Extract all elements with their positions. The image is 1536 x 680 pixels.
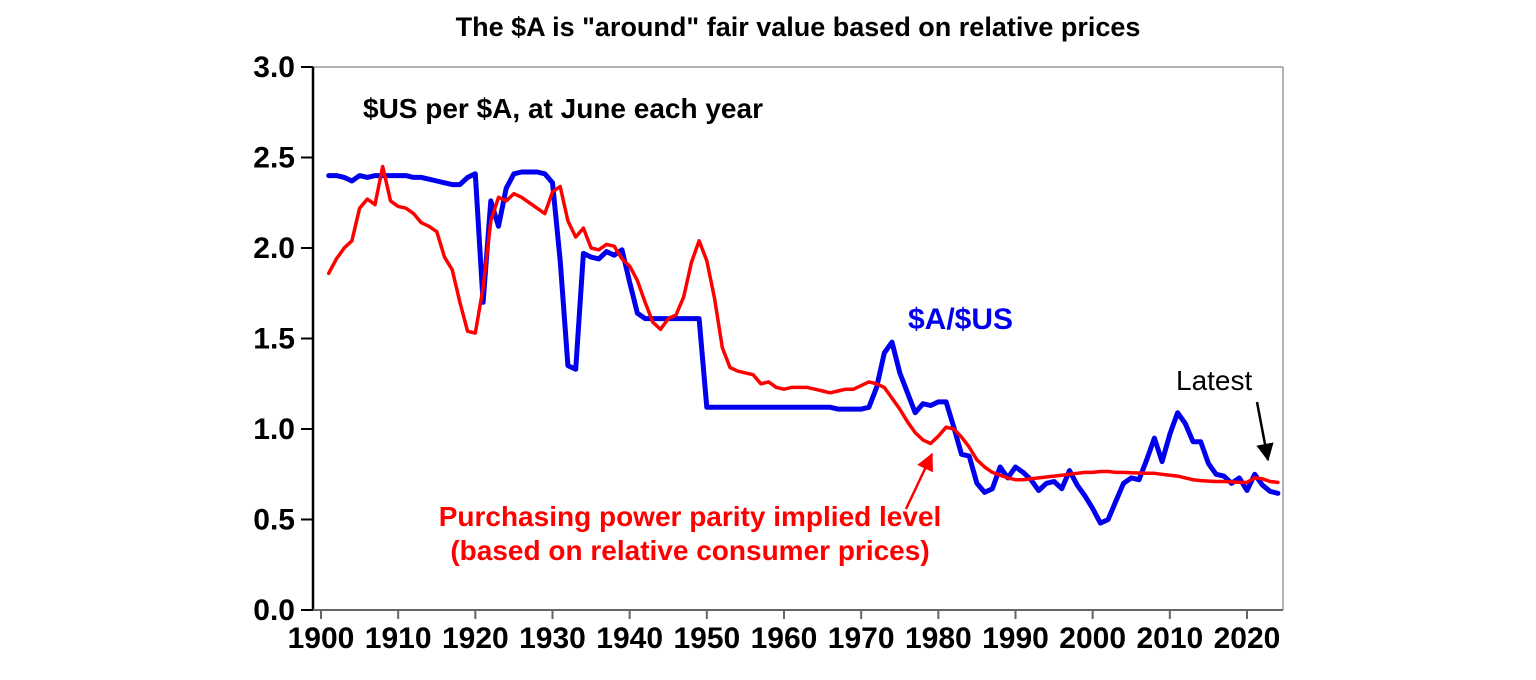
- x-tick-label: 1920: [442, 622, 509, 655]
- ppp-label-line2: (based on relative consumer prices): [450, 535, 930, 566]
- exchange-rate-series-label: $A/$US: [908, 303, 1014, 336]
- x-tick-label: 2020: [1214, 622, 1281, 655]
- chart-title: The $A is "around" fair value based on r…: [455, 12, 1141, 42]
- y-tick-label: 1.0: [253, 413, 295, 446]
- chart-subtitle: $US per $A, at June each year: [363, 93, 763, 124]
- x-tick-label: 1990: [982, 622, 1049, 655]
- x-tick-label: 1960: [751, 622, 818, 655]
- x-tick-label: 2000: [1059, 622, 1126, 655]
- latest-arrow: [1255, 401, 1274, 462]
- latest-annotation: Latest: [1176, 365, 1253, 396]
- ppp-arrow: [904, 452, 934, 510]
- y-tick-label: 0.0: [253, 594, 295, 627]
- x-tick-label: 1900: [288, 622, 355, 655]
- data-series: [326, 164, 1281, 526]
- ppp-series-label: Purchasing power parity implied level (b…: [360, 500, 1020, 568]
- axis-ticks: [301, 66, 1249, 619]
- y-tick-label: 2.0: [253, 232, 295, 265]
- exchange-rate-line: [326, 169, 1281, 526]
- x-tick-label: 1980: [905, 622, 972, 655]
- x-tick-label: 1910: [365, 622, 432, 655]
- y-tick-label: 1.5: [253, 323, 295, 356]
- x-tick-label: 1950: [673, 622, 740, 655]
- y-tick-label: 0.5: [253, 504, 295, 537]
- axis-tick-labels: 0.0 0.5 1.0 1.5 2.0 2.5 3.0 1900 1910 1920 1930 194…: [253, 51, 1280, 655]
- y-tick-label: 2.5: [253, 142, 295, 175]
- x-tick-label: 1940: [596, 622, 663, 655]
- x-tick-label: 1970: [828, 622, 895, 655]
- y-tick-label: 3.0: [253, 51, 295, 84]
- x-tick-label: 2010: [1136, 622, 1203, 655]
- ppp-line: [326, 164, 1280, 485]
- x-tick-label: 1930: [519, 622, 586, 655]
- ppp-label-line1: Purchasing power parity implied level: [438, 501, 942, 532]
